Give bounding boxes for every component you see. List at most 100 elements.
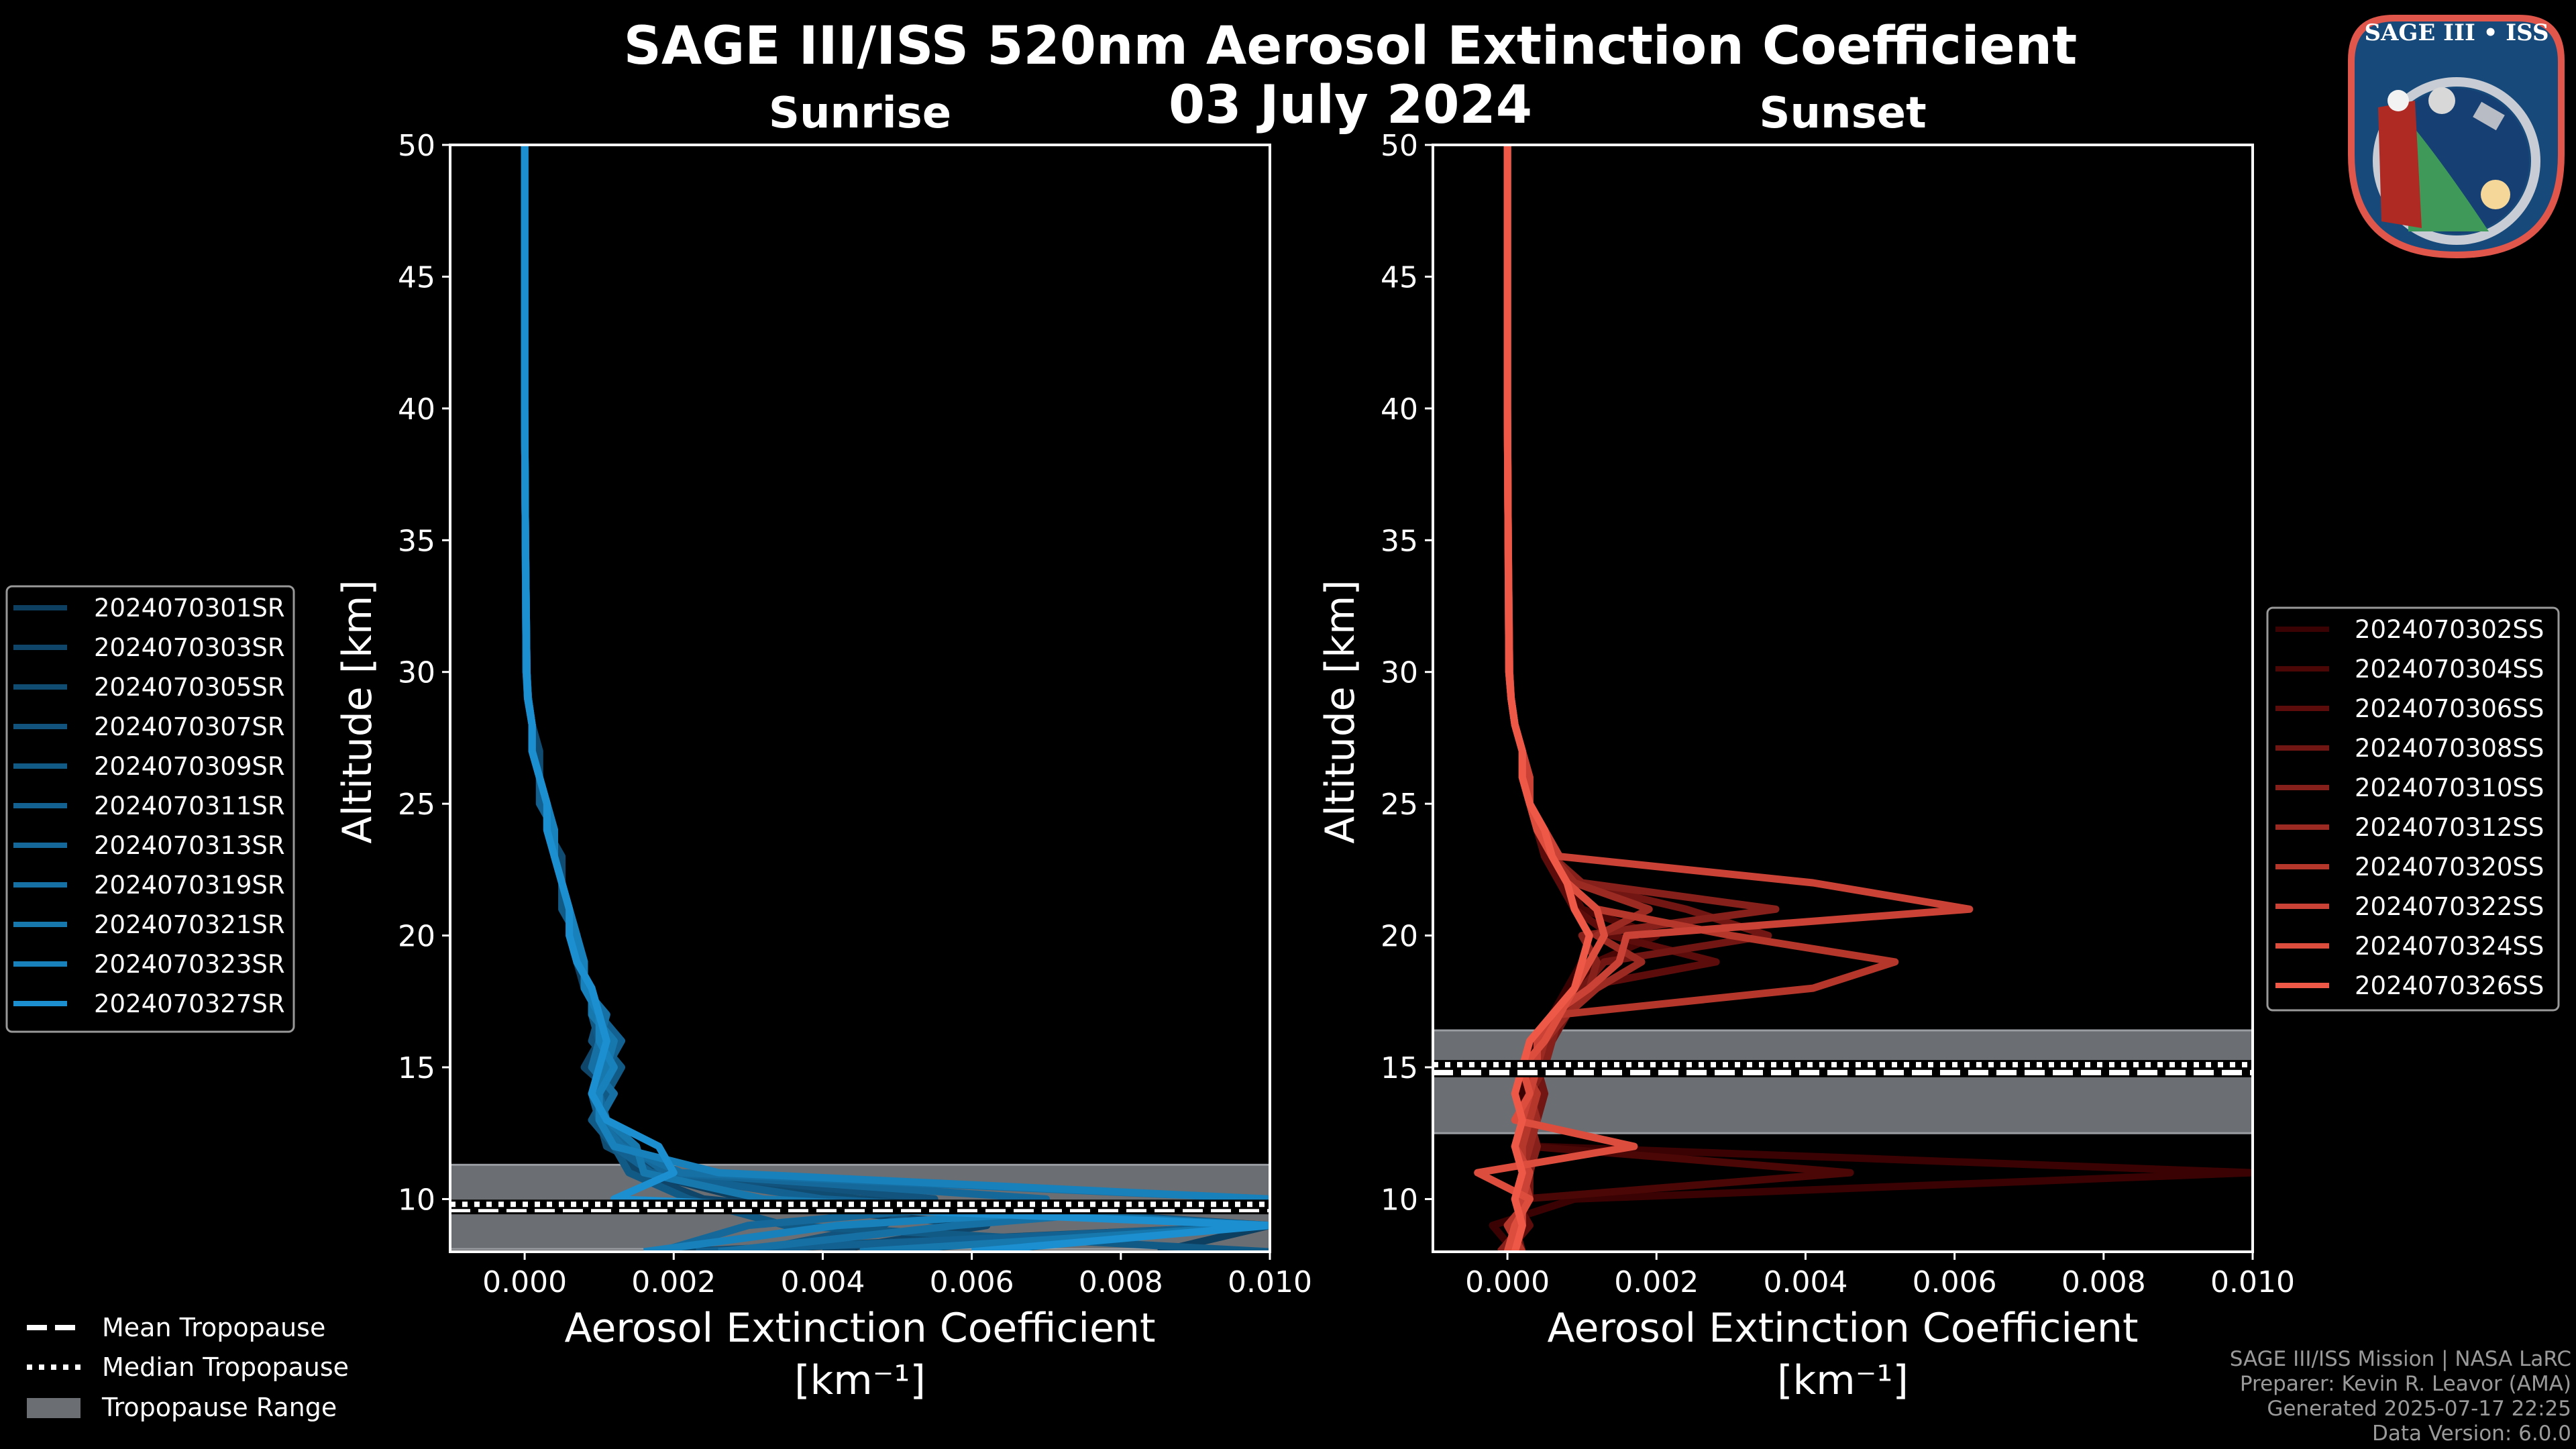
footer: SAGE III/ISS Mission | NASA LaRC Prepare… bbox=[2230, 1347, 2571, 1446]
legend-label: 2024070312SS bbox=[2355, 813, 2544, 842]
tropopause-range-label: Tropopause Range bbox=[101, 1393, 337, 1422]
legend-label: 2024070308SS bbox=[2355, 734, 2544, 763]
y-tick-label: 35 bbox=[1381, 524, 1418, 558]
legend-item: 2024070327SR bbox=[13, 989, 285, 1018]
x-tick-label: 0.002 bbox=[631, 1265, 716, 1299]
legend-label: 2024070306SS bbox=[2355, 694, 2544, 723]
y-tick-label: 50 bbox=[1381, 129, 1418, 163]
legend-label: 2024070323SR bbox=[94, 950, 285, 979]
legend-item: 2024070321SR bbox=[13, 910, 285, 939]
legend-item: 2024070322SS bbox=[2275, 892, 2544, 921]
y-tick-label: 40 bbox=[398, 392, 435, 427]
y-tick-label: 25 bbox=[1381, 788, 1418, 822]
median-tropopause-label: Median Tropopause bbox=[102, 1352, 349, 1382]
x-tick-label: 0.008 bbox=[2061, 1265, 2146, 1299]
y-tick-label: 35 bbox=[398, 524, 435, 558]
x-axis-units: [km⁻¹] bbox=[794, 1357, 926, 1404]
x-tick-label: 0.000 bbox=[1465, 1265, 1550, 1299]
x-axis-label: Aerosol Extinction Coefficient bbox=[565, 1305, 1156, 1352]
y-tick-label: 45 bbox=[398, 260, 435, 294]
legend-label: 2024070301SR bbox=[94, 594, 285, 623]
footer-generated: Generated 2025-07-17 22:25 bbox=[2267, 1397, 2571, 1421]
legend-label: 2024070326SS bbox=[2355, 971, 2544, 1000]
legend-label: 2024070309SR bbox=[94, 752, 285, 781]
figure-title: SAGE III/ISS 520nm Aerosol Extinction Co… bbox=[624, 16, 2078, 76]
profile-line-2024070327SR bbox=[521, 145, 1270, 1252]
plot-content bbox=[450, 145, 1270, 1252]
legend-item: 2024070313SR bbox=[13, 831, 285, 860]
x-tick-label: 0.004 bbox=[1763, 1265, 1847, 1299]
legend-label: 2024070319SR bbox=[94, 871, 285, 900]
sage-iii-iss-logo: SAGE III • ISS bbox=[2348, 15, 2565, 258]
legend-label: 2024070304SS bbox=[2355, 655, 2544, 684]
y-tick-label: 50 bbox=[398, 129, 435, 163]
legend-label: 2024070305SR bbox=[94, 673, 285, 702]
figure-date: 03 July 2024 bbox=[1169, 75, 1532, 136]
y-tick-label: 20 bbox=[1381, 920, 1418, 954]
legend-item: 2024070303SR bbox=[13, 633, 285, 662]
x-tick-label: 0.004 bbox=[780, 1265, 865, 1299]
legend-label: 2024070321SR bbox=[94, 910, 285, 939]
panel-title: Sunrise bbox=[769, 89, 951, 138]
panel-title: Sunset bbox=[1759, 89, 1926, 138]
y-tick-label: 20 bbox=[398, 920, 435, 954]
y-axis-label: Altitude [km] bbox=[1317, 580, 1364, 844]
logo-title: SAGE III • ISS bbox=[2364, 19, 2548, 46]
legend-item: 2024070305SR bbox=[13, 673, 285, 702]
legend-label: 2024070307SR bbox=[94, 712, 285, 741]
y-tick-label: 10 bbox=[1381, 1183, 1418, 1217]
sunrise-panel: 10 15 20 25 30 35 40 45 50 0.000 0.002 0.004 0.006 0.… bbox=[334, 89, 1312, 1404]
x-tick-label: 0.002 bbox=[1614, 1265, 1699, 1299]
axes-frame bbox=[1432, 144, 2254, 1253]
sunset-legend: 2024070302SS 2024070304SS 2024070306SS 2024… bbox=[2266, 606, 2560, 1012]
legend-label: 2024070322SS bbox=[2355, 892, 2544, 921]
x-tick-label: 0.010 bbox=[2210, 1265, 2295, 1299]
x-tick-label: 0.006 bbox=[1913, 1265, 1997, 1299]
profile-line-2024070326SS bbox=[1503, 145, 1593, 1252]
legend-item: 2024070306SS bbox=[2275, 694, 2544, 723]
mean-tropopause-label: Mean Tropopause bbox=[102, 1313, 325, 1342]
legend-item: 2024070319SR bbox=[13, 871, 285, 900]
legend-item: 2024070307SR bbox=[13, 712, 285, 741]
footer-preparer: Preparer: Kevin R. Leavor (AMA) bbox=[2240, 1372, 2571, 1396]
legend-item: 2024070311SR bbox=[13, 792, 285, 820]
legend-item: 2024070301SR bbox=[13, 594, 285, 623]
tropopause-range-swatch bbox=[27, 1398, 80, 1418]
legend-item: 2024070310SS bbox=[2275, 773, 2544, 802]
legend-item: 2024070308SS bbox=[2275, 734, 2544, 763]
footer-mission: SAGE III/ISS Mission | NASA LaRC bbox=[2230, 1347, 2571, 1371]
legend-label: 2024070302SS bbox=[2355, 615, 2544, 644]
y-tick-label: 40 bbox=[1381, 392, 1418, 427]
footer-data-version: Data Version: 6.0.0 bbox=[2372, 1421, 2571, 1446]
tropopause-legend: Mean Tropopause Median Tropopause Tropop… bbox=[27, 1313, 349, 1422]
y-tick-label: 45 bbox=[1381, 260, 1418, 294]
y-axis-label: Altitude [km] bbox=[334, 580, 381, 844]
legend-label: 2024070310SS bbox=[2355, 773, 2544, 802]
legend-item: 2024070304SS bbox=[2275, 655, 2544, 684]
x-axis-units: [km⁻¹] bbox=[1777, 1357, 1909, 1404]
y-tick-label: 30 bbox=[1381, 656, 1418, 690]
legend-item: 2024070312SS bbox=[2275, 813, 2544, 842]
y-tick-label: 25 bbox=[398, 788, 435, 822]
legend-label: 2024070327SR bbox=[94, 989, 285, 1018]
legend-label: 2024070324SS bbox=[2355, 932, 2544, 961]
legend-item: 2024070320SS bbox=[2275, 853, 2544, 881]
legend-label: 2024070320SS bbox=[2355, 853, 2544, 881]
legend-item: 2024070326SS bbox=[2275, 971, 2544, 1000]
sunrise-legend: 2024070301SR 2024070303SR 2024070305SR 2024… bbox=[5, 585, 295, 1033]
plot-content bbox=[1433, 145, 2253, 1252]
legend-frame bbox=[2266, 606, 2560, 1012]
y-tick-label: 15 bbox=[1381, 1051, 1418, 1085]
legend-item: 2024070323SR bbox=[13, 950, 285, 979]
y-tick-label: 30 bbox=[398, 656, 435, 690]
y-tick-label: 15 bbox=[398, 1051, 435, 1085]
x-tick-label: 0.000 bbox=[482, 1265, 567, 1299]
axes-frame bbox=[449, 144, 1271, 1253]
legend-item: 2024070302SS bbox=[2275, 615, 2544, 644]
legend-item: 2024070309SR bbox=[13, 752, 285, 781]
tropopause-range-band bbox=[1433, 1029, 2253, 1134]
legend-label: 2024070303SR bbox=[94, 633, 285, 662]
plot-area bbox=[450, 145, 1270, 1252]
y-tick-label: 10 bbox=[398, 1183, 435, 1217]
